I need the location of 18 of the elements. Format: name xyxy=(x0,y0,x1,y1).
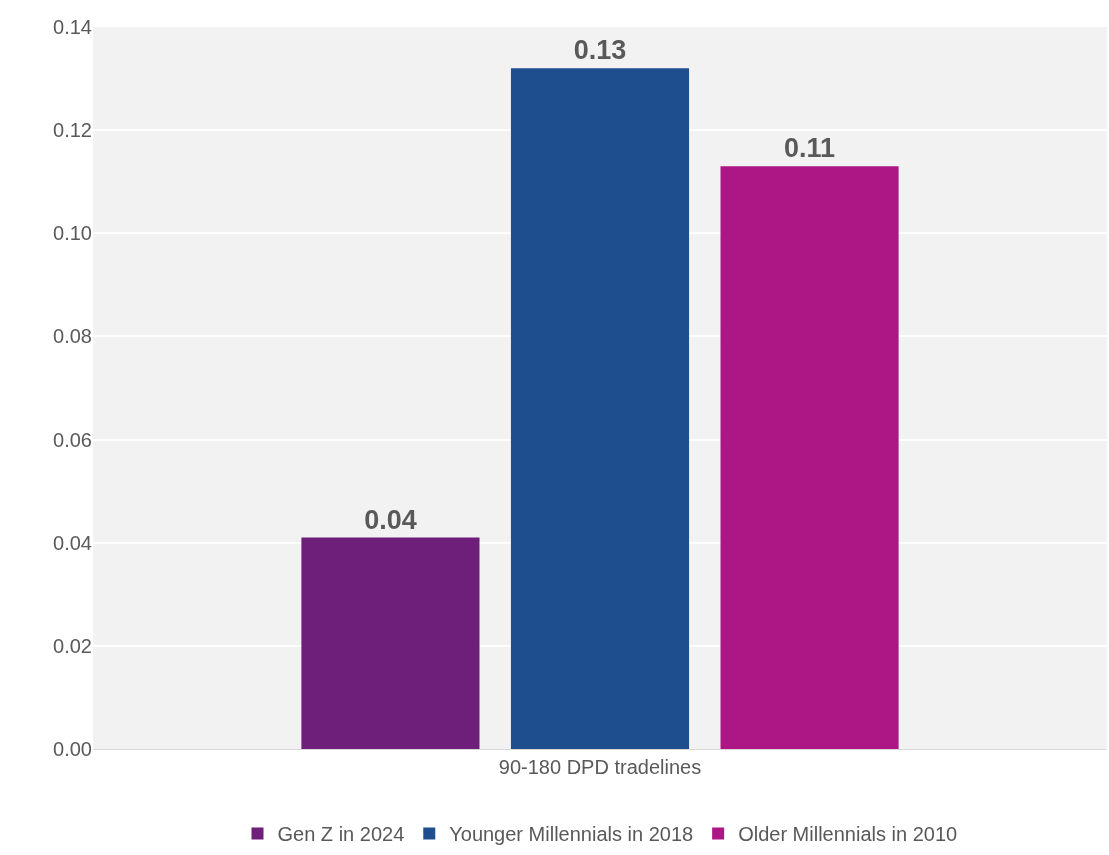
y-tick-label: 0.14 xyxy=(53,16,92,38)
data-label: 0.11 xyxy=(784,133,836,164)
y-tick-label: 0.06 xyxy=(53,428,92,451)
y-tick-label: 0.12 xyxy=(53,119,92,142)
legend-label: Gen Z in 2024 xyxy=(277,823,405,846)
data-label: 0.04 xyxy=(364,504,417,535)
bar xyxy=(510,68,690,749)
y-tick-label: 0.04 xyxy=(53,531,92,554)
y-tick-label: 0.10 xyxy=(53,222,92,245)
bar xyxy=(301,537,480,749)
bar xyxy=(720,166,899,749)
legend-label: Older Millennials in 2010 xyxy=(738,823,958,846)
y-tick-label: 0.00 xyxy=(53,738,92,760)
data-label: 0.13 xyxy=(573,35,627,66)
x-tick-label: 90-180 DPD tradelines xyxy=(498,756,702,778)
y-tick-label: 0.08 xyxy=(53,325,92,348)
y-tick-label: 0.02 xyxy=(53,634,92,657)
legend-label: Younger Millennials in 2018 xyxy=(449,823,694,846)
